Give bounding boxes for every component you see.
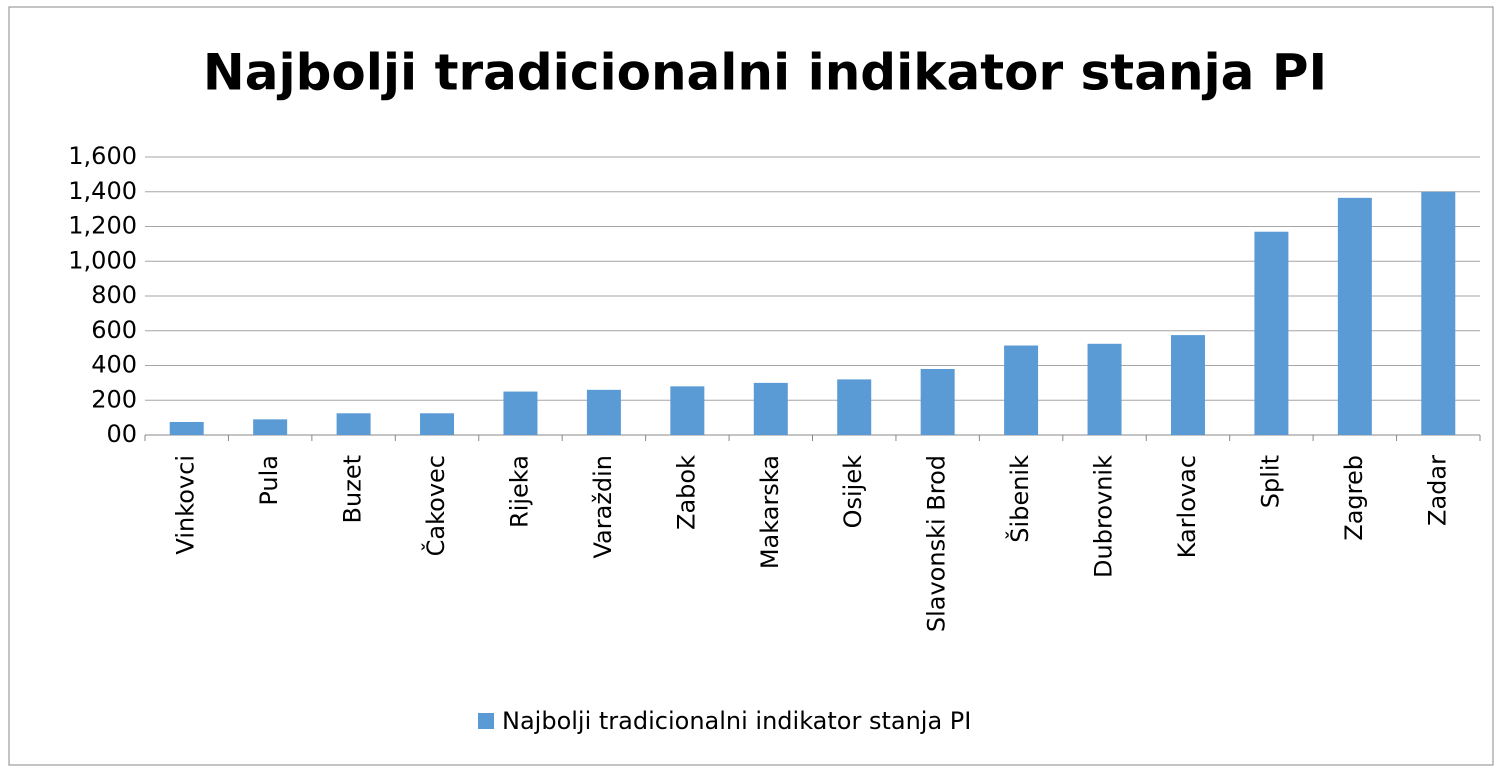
bar bbox=[1254, 231, 1289, 435]
bar bbox=[253, 419, 288, 435]
bar bbox=[336, 413, 371, 435]
x-tick-label: Split bbox=[1256, 455, 1284, 508]
bar bbox=[920, 368, 955, 435]
x-tick-label: Makarska bbox=[756, 455, 784, 569]
x-tick-label: Pula bbox=[255, 455, 283, 506]
x-tick-label: Zabok bbox=[672, 455, 700, 530]
legend-label: Najbolji tradicionalni indikator stanja … bbox=[502, 707, 971, 735]
y-tick-label: 1,000 bbox=[68, 246, 137, 274]
y-tick-label: 1,400 bbox=[68, 177, 137, 205]
bar bbox=[586, 389, 621, 435]
bar bbox=[837, 379, 872, 435]
chart-border bbox=[8, 6, 1494, 766]
chart-title: Najbolji tradicionalni indikator stanja … bbox=[203, 44, 1327, 102]
bar bbox=[420, 413, 455, 435]
bar bbox=[1087, 343, 1122, 435]
bar bbox=[1337, 197, 1372, 435]
bar bbox=[503, 391, 538, 435]
x-tick-label: Slavonski Brod bbox=[923, 455, 951, 632]
y-tick-label: 600 bbox=[91, 316, 137, 344]
x-tick-label: Čakovec bbox=[420, 455, 450, 556]
x-tick-label: Osijek bbox=[839, 455, 867, 528]
legend-swatch bbox=[478, 713, 494, 729]
y-tick-label: 800 bbox=[91, 281, 137, 309]
y-tick-label: 200 bbox=[91, 385, 137, 413]
bar bbox=[169, 421, 204, 435]
y-tick-label: 00 bbox=[106, 420, 137, 448]
bar bbox=[1170, 335, 1205, 435]
x-tick-label: Varaždin bbox=[589, 455, 617, 559]
x-tick-label: Rijeka bbox=[505, 455, 533, 528]
x-tick-label: Zagreb bbox=[1340, 455, 1368, 541]
y-tick-label: 400 bbox=[91, 351, 137, 379]
x-tick-label: Karlovac bbox=[1173, 455, 1201, 558]
y-tick-label: 1,200 bbox=[68, 212, 137, 240]
bar bbox=[670, 386, 705, 435]
x-tick-label: Zadar bbox=[1423, 455, 1451, 526]
y-tick-label: 1,600 bbox=[68, 142, 137, 170]
bar bbox=[1421, 191, 1456, 435]
bar bbox=[753, 382, 788, 435]
x-tick-label: Šibenik bbox=[1004, 455, 1034, 543]
x-tick-label: Vinkovci bbox=[172, 455, 200, 555]
x-tick-label: Dubrovnik bbox=[1090, 455, 1118, 578]
bar bbox=[1004, 345, 1039, 435]
x-tick-label: Buzet bbox=[339, 455, 367, 523]
